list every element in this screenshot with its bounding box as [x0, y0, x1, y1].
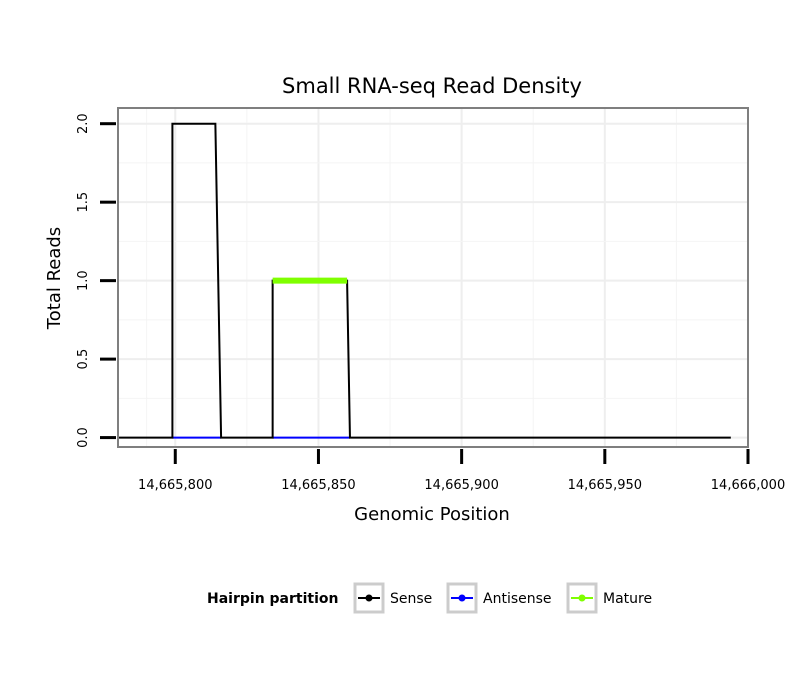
- panel-background: [118, 108, 748, 447]
- x-axis-label: Genomic Position: [354, 504, 510, 525]
- legend-item-sense: Sense: [353, 582, 432, 614]
- panel-border: [117, 107, 749, 448]
- y-tick-label: 0.5: [76, 349, 91, 370]
- legend-label-sense: Sense: [390, 591, 432, 607]
- series-layer: [118, 122, 731, 439]
- x-tick-label: 14,665,800: [138, 478, 212, 493]
- legend-items: Sense Antisense Mature: [353, 582, 652, 614]
- legend-label-mature: Mature: [603, 591, 652, 607]
- legend: Hairpin partition Sense Antisense Mature: [207, 582, 652, 614]
- y-axis-label: Total Reads: [44, 227, 65, 330]
- legend-label-antisense: Antisense: [483, 591, 552, 607]
- grid: [118, 108, 749, 447]
- y-tick-label: 2.0: [76, 113, 91, 134]
- x-tick-label: 14,665,900: [424, 478, 498, 493]
- legend-key-point: [578, 594, 586, 602]
- x-tick-label: 14,666,000: [711, 478, 785, 493]
- legend-key-point: [365, 594, 373, 602]
- chart-title: Small RNA-seq Read Density: [282, 74, 582, 98]
- y-tick-label: 0.0: [76, 427, 91, 448]
- x-axis: 14,665,800 14,665,850 14,665,900 14,665,950…: [138, 449, 785, 493]
- y-axis: 0.0 0.5 1.0 1.5 2.0: [76, 113, 116, 448]
- x-tick-label: 14,665,850: [281, 478, 355, 493]
- legend-title: Hairpin partition: [207, 591, 338, 607]
- y-tick-label: 1.0: [76, 270, 91, 291]
- plot-panel: [117, 107, 749, 448]
- legend-key-point: [458, 594, 466, 602]
- x-tick-label: 14,665,950: [568, 478, 642, 493]
- legend-item-mature: Mature: [566, 582, 652, 614]
- series-sense-line: [118, 122, 731, 439]
- y-tick-label: 1.5: [76, 192, 91, 213]
- legend-item-antisense: Antisense: [446, 582, 552, 614]
